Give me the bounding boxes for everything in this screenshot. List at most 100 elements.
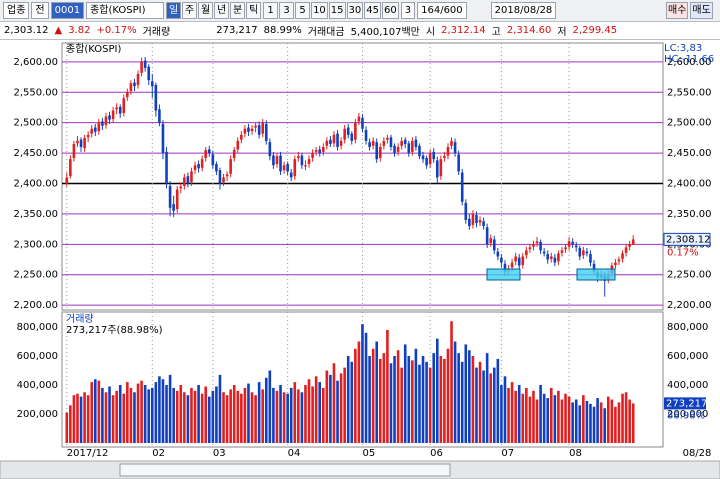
candle-body bbox=[79, 139, 83, 148]
candle-body bbox=[314, 150, 318, 152]
volume-bar bbox=[567, 396, 571, 443]
volume-bar bbox=[589, 403, 592, 443]
interval-button[interactable]: 10 bbox=[311, 2, 328, 19]
volume-title: 거래량 bbox=[66, 313, 94, 325]
interval-button[interactable]: 15 bbox=[328, 2, 346, 19]
volume-bar bbox=[268, 370, 272, 443]
volume-pct: 88.99% bbox=[263, 25, 302, 36]
candle-body bbox=[101, 121, 104, 126]
volume-bar bbox=[218, 374, 222, 443]
interval-button[interactable]: 45 bbox=[364, 2, 381, 19]
interval-button[interactable]: 1 bbox=[263, 2, 279, 19]
candle-body bbox=[161, 123, 165, 154]
period-button[interactable]: 분 bbox=[230, 2, 246, 19]
interval-button[interactable]: 60 bbox=[382, 2, 399, 19]
candle-body bbox=[111, 110, 115, 120]
y-tick-label-right: 2,200.00 bbox=[667, 300, 712, 311]
buy-button[interactable]: 매수 bbox=[666, 2, 689, 19]
volume-bar bbox=[304, 385, 307, 443]
candle-body bbox=[478, 219, 482, 223]
candle-body bbox=[65, 177, 69, 184]
candle-body bbox=[261, 122, 265, 134]
candle-body bbox=[400, 140, 403, 146]
candle-body bbox=[371, 140, 375, 146]
volume-bar bbox=[435, 338, 439, 443]
candle-body bbox=[631, 239, 635, 245]
volume-bar bbox=[407, 356, 411, 443]
candle-body bbox=[368, 142, 371, 148]
low: 2,299.45 bbox=[572, 25, 618, 36]
y-tick-label-right: 800,000 bbox=[667, 322, 708, 333]
volume-bar bbox=[535, 399, 539, 443]
sell-button[interactable]: 매도 bbox=[690, 2, 713, 19]
last-price-label: 2,308.12 bbox=[666, 234, 711, 245]
interval-button[interactable]: 3 bbox=[279, 2, 295, 19]
last-volume-box bbox=[664, 397, 706, 410]
candle-body bbox=[582, 250, 585, 256]
period-button[interactable]: 일 bbox=[166, 2, 182, 19]
scroll-thumb[interactable] bbox=[119, 463, 451, 477]
volume-bar bbox=[172, 387, 175, 443]
count-input[interactable]: 3 bbox=[400, 2, 416, 19]
candle-body bbox=[407, 143, 411, 154]
volume-bar bbox=[489, 373, 493, 443]
candle-body bbox=[122, 98, 126, 113]
volume-bar bbox=[378, 358, 382, 443]
candle-body bbox=[425, 157, 428, 166]
candle-body bbox=[307, 159, 311, 165]
candle-body bbox=[172, 204, 175, 211]
candle-body bbox=[393, 145, 396, 154]
volume-bar bbox=[443, 358, 446, 443]
volume-bar bbox=[257, 382, 261, 443]
code-input[interactable]: 0001 bbox=[50, 2, 85, 19]
period-button[interactable]: 주 bbox=[182, 2, 198, 19]
volume-bar bbox=[396, 350, 400, 443]
candle-body bbox=[421, 155, 425, 160]
volume-bar bbox=[97, 380, 101, 443]
volume-bar bbox=[332, 363, 336, 443]
volume-bar bbox=[368, 356, 371, 443]
volume-bar bbox=[354, 348, 357, 443]
candle-body bbox=[382, 140, 386, 146]
period-button[interactable]: 년 bbox=[214, 2, 230, 19]
volume-bar bbox=[393, 356, 396, 443]
volume-bar bbox=[222, 392, 225, 443]
period-button[interactable]: 틱 bbox=[246, 2, 262, 19]
volume-bar bbox=[111, 395, 115, 443]
period-button[interactable]: 월 bbox=[198, 2, 214, 19]
volume-bar bbox=[264, 377, 268, 443]
volume-bar bbox=[553, 395, 557, 443]
y-tick-label: 2,450.00 bbox=[13, 148, 58, 159]
volume-bar bbox=[585, 400, 589, 443]
volume-bar bbox=[325, 370, 329, 443]
info-bar: 2,303.12 ▲ 3.82 +0.17% 거래량 273,217 88.99… bbox=[0, 22, 720, 40]
volume-bar bbox=[599, 402, 603, 443]
market-select[interactable]: 업종 bbox=[3, 2, 30, 19]
volume-subtitle: 273,217주(88.98%) bbox=[66, 325, 163, 336]
y-tick-label: 2,550.00 bbox=[13, 87, 58, 98]
volume-bar bbox=[514, 390, 517, 443]
volume-bar bbox=[596, 398, 599, 443]
volume-bar bbox=[564, 393, 567, 443]
y-tick-label: 200,000 bbox=[17, 409, 58, 420]
interval-group: 1 3 5 10 15 30 45 60 bbox=[263, 2, 399, 19]
volume-label: 거래량 bbox=[142, 27, 171, 38]
mode-select[interactable]: 전 bbox=[31, 2, 49, 19]
candle-body bbox=[268, 142, 272, 157]
candle-body bbox=[293, 159, 297, 177]
candle-body bbox=[567, 241, 571, 247]
volume-bar bbox=[453, 341, 457, 443]
volume-bar bbox=[250, 392, 254, 443]
candle-body bbox=[218, 170, 222, 184]
date-field[interactable]: 2018/08/28 bbox=[490, 2, 557, 19]
candle-body bbox=[528, 247, 532, 250]
volume-bar bbox=[542, 393, 546, 443]
name-field: 종합(KOSPI) bbox=[86, 2, 165, 19]
low-label: 저 bbox=[557, 27, 567, 38]
volume-bar bbox=[546, 398, 550, 443]
volume-bar bbox=[282, 392, 286, 443]
interval-button[interactable]: 5 bbox=[295, 2, 311, 19]
volume-bar bbox=[606, 396, 610, 443]
interval-button[interactable]: 30 bbox=[346, 2, 364, 19]
